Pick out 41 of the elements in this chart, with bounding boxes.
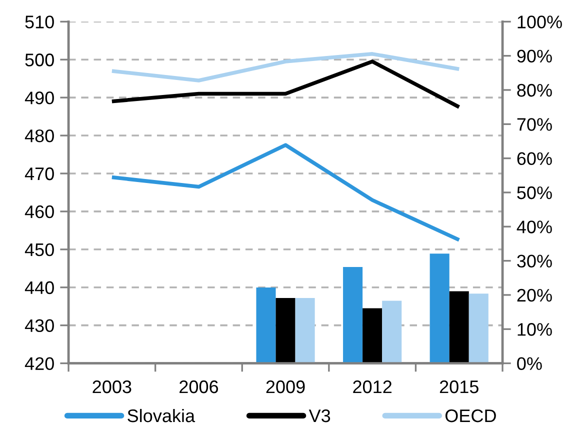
bar xyxy=(449,291,469,364)
bar xyxy=(362,308,382,364)
line-series xyxy=(110,60,461,109)
y-tick-label: 430 xyxy=(24,319,54,332)
bar xyxy=(343,266,363,364)
y2-tick-label: 50% xyxy=(517,186,552,200)
legend-label: OECD xyxy=(445,409,496,422)
y-tick-label: 440 xyxy=(24,281,54,294)
y-tick-label: 460 xyxy=(24,205,54,218)
y-tick-label: 450 xyxy=(24,243,54,256)
bar xyxy=(468,294,488,364)
y-tick-label: 500 xyxy=(25,54,54,66)
y-tick-label: 420 xyxy=(24,357,54,370)
y2-tick-label: 20% xyxy=(517,288,552,302)
y2-tick-label: 70% xyxy=(517,118,552,131)
x-tick-label: 2006 xyxy=(180,380,218,394)
y2-tick-label: 40% xyxy=(516,220,552,234)
y2-tick-label: 90% xyxy=(517,50,552,63)
bar xyxy=(430,254,450,364)
y2-tick-label: 30% xyxy=(517,254,552,268)
y-tick-label: 490 xyxy=(24,92,54,104)
bar xyxy=(276,298,296,364)
y-tick-label: 510 xyxy=(25,16,54,28)
legend-label: Slovakia xyxy=(128,408,196,422)
x-tick-label: 2012 xyxy=(353,380,392,394)
x-tick-label: 2009 xyxy=(266,380,305,394)
x-tick-label: 2003 xyxy=(92,380,132,394)
y-tick-label: 480 xyxy=(24,129,54,142)
y-tick-label: 470 xyxy=(24,167,54,180)
x-tick-label: 2015 xyxy=(440,380,478,394)
y2-tick-label: 0% xyxy=(517,357,542,370)
line-series xyxy=(110,143,461,242)
legend-label: V3 xyxy=(308,409,330,422)
y2-tick-label: 80% xyxy=(517,84,552,97)
bar xyxy=(295,298,315,364)
y2-tick-label: 10% xyxy=(518,323,552,336)
y2-tick-label: 100% xyxy=(518,16,562,28)
bar xyxy=(256,287,276,364)
line-series xyxy=(110,52,461,82)
bar xyxy=(382,300,402,364)
y2-tick-label: 60% xyxy=(517,152,552,166)
